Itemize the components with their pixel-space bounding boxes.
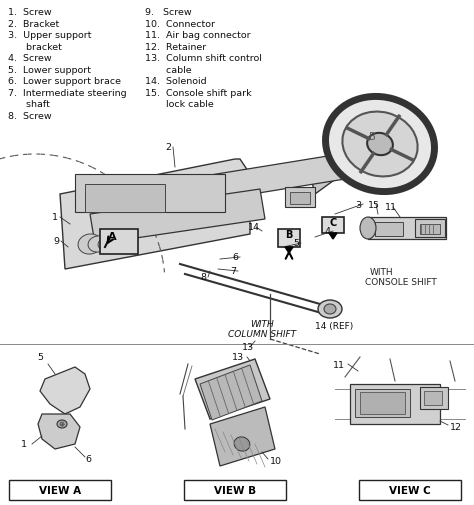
Text: 4: 4 <box>325 227 331 236</box>
Text: 5: 5 <box>37 353 43 362</box>
Bar <box>368 218 446 239</box>
Text: 5: 5 <box>293 239 299 248</box>
Polygon shape <box>155 155 345 210</box>
Text: 8.  Screw: 8. Screw <box>8 111 52 120</box>
Text: 15.  Console shift park: 15. Console shift park <box>145 88 252 97</box>
Polygon shape <box>60 160 250 270</box>
Text: 3.  Upper support: 3. Upper support <box>8 31 91 40</box>
Bar <box>85 185 165 213</box>
Polygon shape <box>310 135 370 194</box>
Ellipse shape <box>342 112 418 177</box>
Text: 13: 13 <box>242 343 254 352</box>
Polygon shape <box>329 233 337 239</box>
Bar <box>75 175 225 213</box>
Ellipse shape <box>318 300 342 318</box>
Polygon shape <box>285 247 293 254</box>
Bar <box>360 392 405 414</box>
Text: 4.  Screw: 4. Screw <box>8 54 52 63</box>
Text: VIEW A: VIEW A <box>39 485 81 495</box>
Polygon shape <box>90 189 265 244</box>
Polygon shape <box>210 407 275 466</box>
Text: 6: 6 <box>232 253 238 262</box>
Bar <box>420 225 440 234</box>
Ellipse shape <box>78 234 102 255</box>
Text: A: A <box>108 231 116 241</box>
Ellipse shape <box>367 134 393 156</box>
Polygon shape <box>200 365 262 420</box>
Bar <box>424 391 442 405</box>
Text: 8: 8 <box>200 273 206 282</box>
Polygon shape <box>195 359 270 419</box>
Text: shaft: shaft <box>8 100 50 109</box>
Bar <box>278 230 300 247</box>
Text: 13.  Column shift control: 13. Column shift control <box>145 54 262 63</box>
Text: 1.  Screw: 1. Screw <box>8 8 52 17</box>
Text: 9.   Screw: 9. Screw <box>145 8 191 17</box>
Text: 7.  Intermediate steering: 7. Intermediate steering <box>8 88 127 97</box>
Bar <box>100 230 138 255</box>
Text: cable: cable <box>145 65 191 74</box>
Text: 14 (REF): 14 (REF) <box>315 321 353 330</box>
Text: 10: 10 <box>270 457 282 466</box>
Bar <box>420 387 448 409</box>
Bar <box>350 384 440 424</box>
Text: WITH: WITH <box>370 268 393 276</box>
Text: CONSOLE SHIFT: CONSOLE SHIFT <box>365 277 437 286</box>
Text: 2.  Bracket: 2. Bracket <box>8 20 59 28</box>
Text: VIEW B: VIEW B <box>214 485 256 495</box>
Ellipse shape <box>324 305 336 315</box>
Text: B: B <box>369 132 375 142</box>
FancyBboxPatch shape <box>359 480 461 500</box>
Text: 1: 1 <box>21 440 27 448</box>
Polygon shape <box>38 414 80 449</box>
Text: C: C <box>329 218 337 228</box>
Text: 9: 9 <box>53 237 59 246</box>
Bar <box>322 218 344 233</box>
Text: lock cable: lock cable <box>145 100 214 109</box>
Text: 3: 3 <box>355 200 361 209</box>
Text: 2: 2 <box>165 143 171 152</box>
Text: WITH: WITH <box>250 319 274 328</box>
Text: 7: 7 <box>230 267 236 276</box>
Text: 10.  Connector: 10. Connector <box>145 20 215 28</box>
Text: 14.  Solenoid: 14. Solenoid <box>145 77 207 86</box>
Bar <box>375 223 403 236</box>
Text: 13: 13 <box>232 352 244 361</box>
Text: 6: 6 <box>85 454 91 464</box>
Bar <box>285 188 315 208</box>
Ellipse shape <box>326 97 435 192</box>
Text: 12: 12 <box>450 423 462 432</box>
Ellipse shape <box>234 437 250 451</box>
Text: 6.  Lower support brace: 6. Lower support brace <box>8 77 121 86</box>
Bar <box>415 220 445 237</box>
Text: 11: 11 <box>333 360 345 369</box>
FancyBboxPatch shape <box>184 480 286 500</box>
Ellipse shape <box>360 218 376 239</box>
Text: COLUMN SHIFT: COLUMN SHIFT <box>228 329 296 338</box>
Ellipse shape <box>88 236 108 252</box>
Text: 15: 15 <box>368 200 380 209</box>
Ellipse shape <box>57 420 67 428</box>
Text: 14: 14 <box>248 223 260 232</box>
Ellipse shape <box>60 422 64 426</box>
Text: B: B <box>285 230 292 239</box>
FancyBboxPatch shape <box>9 480 111 500</box>
Text: 11.  Air bag connector: 11. Air bag connector <box>145 31 251 40</box>
Text: bracket: bracket <box>8 42 62 52</box>
Text: 12.  Retainer: 12. Retainer <box>145 42 206 52</box>
Bar <box>355 389 410 417</box>
Text: 11: 11 <box>385 203 397 212</box>
Bar <box>290 192 310 205</box>
Polygon shape <box>40 367 90 414</box>
Text: 5.  Lower support: 5. Lower support <box>8 65 91 74</box>
Text: 1: 1 <box>52 213 58 222</box>
Ellipse shape <box>98 238 114 250</box>
Text: VIEW C: VIEW C <box>389 485 431 495</box>
